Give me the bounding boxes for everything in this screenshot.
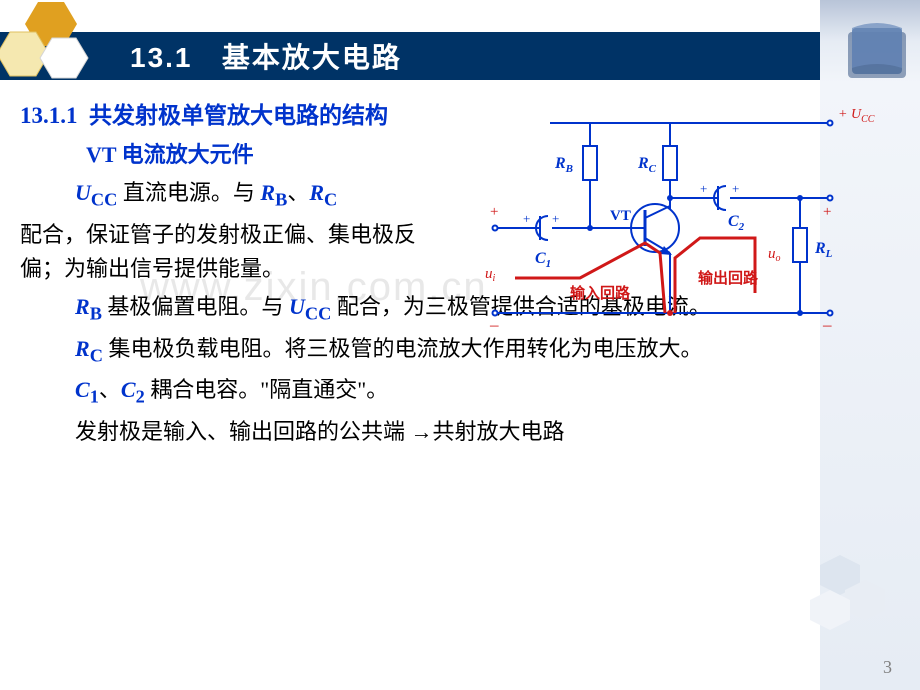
line-ucc: UCC 直流电源。与 RB、RC <box>20 176 450 214</box>
chapter-number: 13.1 <box>130 42 193 73</box>
decorative-hex-top <box>0 0 120 90</box>
line-c: C1、C2 耦合电容。"隔直通交"。 <box>20 373 820 411</box>
label-output-loop: 输出回路 <box>698 269 759 287</box>
label-ui: ui <box>485 266 496 284</box>
label-rc: RC <box>637 155 657 175</box>
label-vt: VT <box>610 208 631 224</box>
label-rl: RL <box>814 240 833 260</box>
chapter-title: 13.1 基本放大电路 <box>130 36 402 76</box>
decorative-hex-bottom <box>790 540 910 650</box>
svg-text:+: + <box>523 211 530 226</box>
label-uo: uo <box>768 246 781 264</box>
label-rb: RB <box>554 155 573 175</box>
line-vt: VT 电流放大元件 <box>20 138 450 172</box>
label-input-loop: 输入回路 <box>570 284 631 302</box>
svg-text:+: + <box>552 211 559 226</box>
svg-text:+: + <box>823 204 831 220</box>
circuit-diagram: + UCC RB RC VT + + C1 + + C2 RL + ui – <box>460 98 880 338</box>
section-number: 13.1.1 <box>20 103 78 128</box>
svg-text:–: – <box>822 315 832 334</box>
page-number: 3 <box>883 657 892 678</box>
line-ucc-cont: 配合，保证管子的发射极正偏、集电极反偏；为输出信号提供能量。 <box>20 218 450 286</box>
label-c1: C1 <box>535 250 551 270</box>
label-c2: C2 <box>728 213 745 233</box>
label-ucc: + UCC <box>838 107 875 125</box>
header-bar <box>0 32 820 80</box>
svg-text:+: + <box>700 181 707 196</box>
svg-text:+: + <box>490 204 498 220</box>
section-title: 共发射极单管放大电路的结构 <box>89 103 388 128</box>
svg-text:+: + <box>732 181 739 196</box>
chapter-name: 基本放大电路 <box>222 42 402 73</box>
header: 13.1 基本放大电路 <box>0 0 920 90</box>
svg-text:–: – <box>489 315 499 334</box>
line-last: 发射极是输入、输出回路的公共端 →共射放大电路 <box>20 415 820 449</box>
